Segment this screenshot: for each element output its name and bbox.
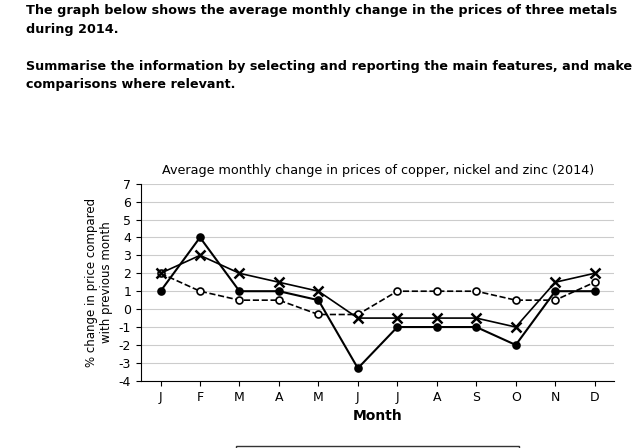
Title: Average monthly change in prices of copper, nickel and zinc (2014): Average monthly change in prices of copp… [161,164,594,177]
Legend: Copper, Nickel, Zinc: Copper, Nickel, Zinc [236,446,519,448]
X-axis label: Month: Month [353,409,403,423]
Y-axis label: % change in price compared
with previous month: % change in price compared with previous… [85,198,113,367]
Text: The graph below shows the average monthly change in the prices of three metals
d: The graph below shows the average monthl… [26,4,632,91]
